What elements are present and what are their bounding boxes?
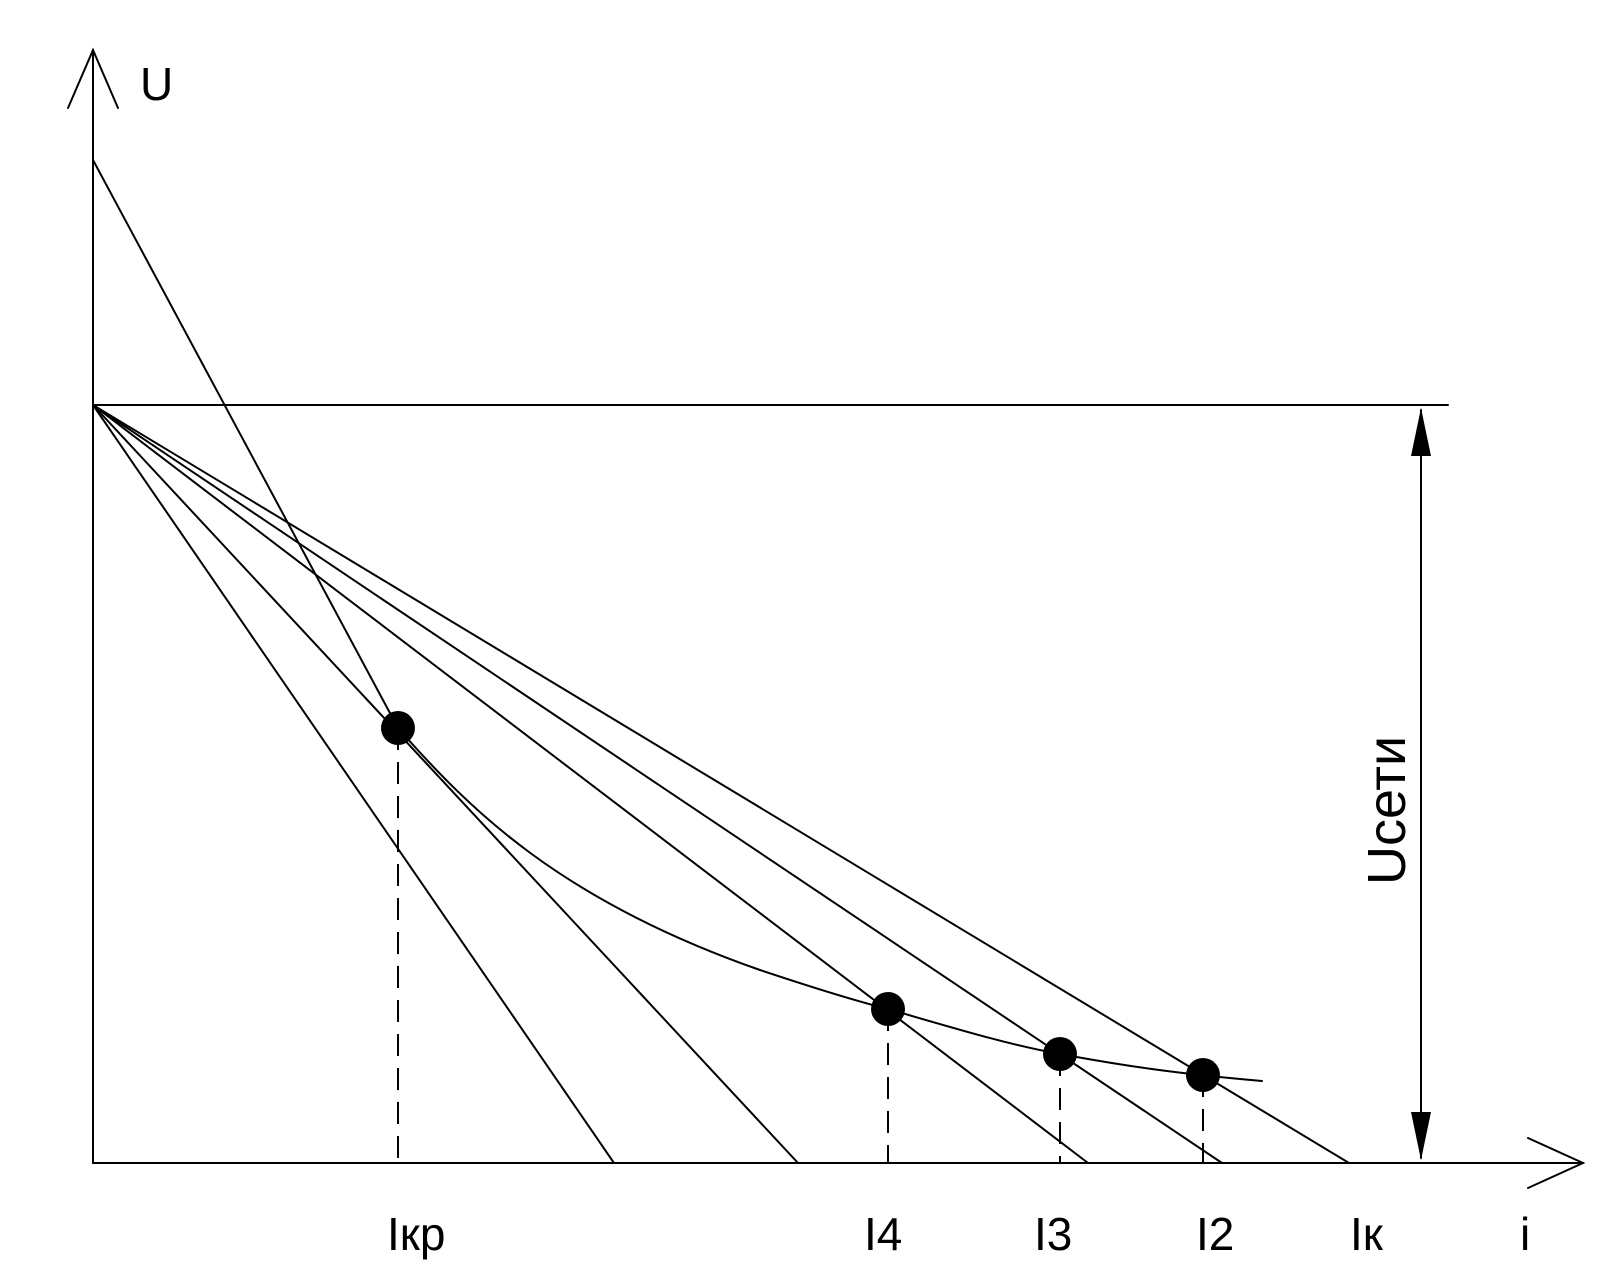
tick-label-i2: I2 (1196, 1208, 1234, 1260)
tick-label-i3: I3 (1034, 1208, 1072, 1260)
x-axis-label: i (1520, 1208, 1530, 1260)
load-line-1 (92, 404, 615, 1164)
tick-label-ik: Iк (1350, 1208, 1384, 1260)
operating-point-i2 (1186, 1058, 1220, 1092)
y-axis (67, 47, 119, 1164)
operating-points (381, 711, 1220, 1092)
projection-lines (397, 728, 1204, 1163)
load-line-3 (92, 404, 1089, 1164)
load-line-4 (92, 404, 1223, 1164)
x-axis (92, 1137, 1586, 1189)
load-line-2 (92, 404, 799, 1164)
dimension-arrowhead-top (1411, 408, 1431, 456)
steep-characteristic-line (92, 159, 399, 729)
load-line-5 (92, 404, 1350, 1164)
network-voltage-label: Uсети (1357, 736, 1417, 885)
load-lines (92, 404, 1350, 1164)
operating-point-i3 (1043, 1037, 1077, 1071)
tick-label-ikr: Iкр (387, 1208, 446, 1260)
operating-point-i4 (871, 992, 905, 1026)
dimension-arrowhead-bottom (1411, 1112, 1431, 1160)
operating-point-ikr (381, 711, 415, 745)
tick-label-i4: I4 (864, 1208, 902, 1260)
operating-curve (397, 727, 1263, 1082)
network-voltage-dimension (1411, 408, 1431, 1160)
y-axis-label: U (140, 58, 173, 110)
